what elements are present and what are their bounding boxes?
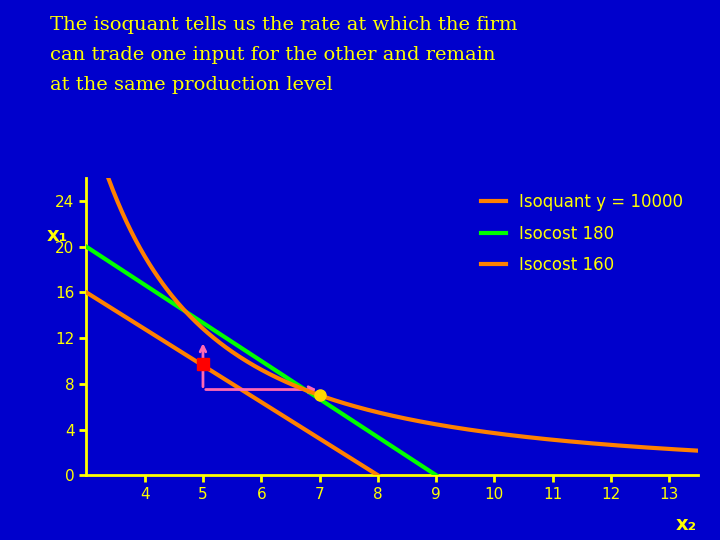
Text: The isoquant tells us the rate at which the firm: The isoquant tells us the rate at which …: [50, 16, 518, 34]
Text: x₂: x₂: [676, 515, 697, 534]
Legend: Isoquant y = 10000, Isocost 180, Isocost 160: Isoquant y = 10000, Isocost 180, Isocost…: [474, 186, 690, 281]
Text: x₁: x₁: [47, 226, 68, 245]
Text: can trade one input for the other and remain: can trade one input for the other and re…: [50, 46, 496, 64]
Text: at the same production level: at the same production level: [50, 76, 333, 93]
